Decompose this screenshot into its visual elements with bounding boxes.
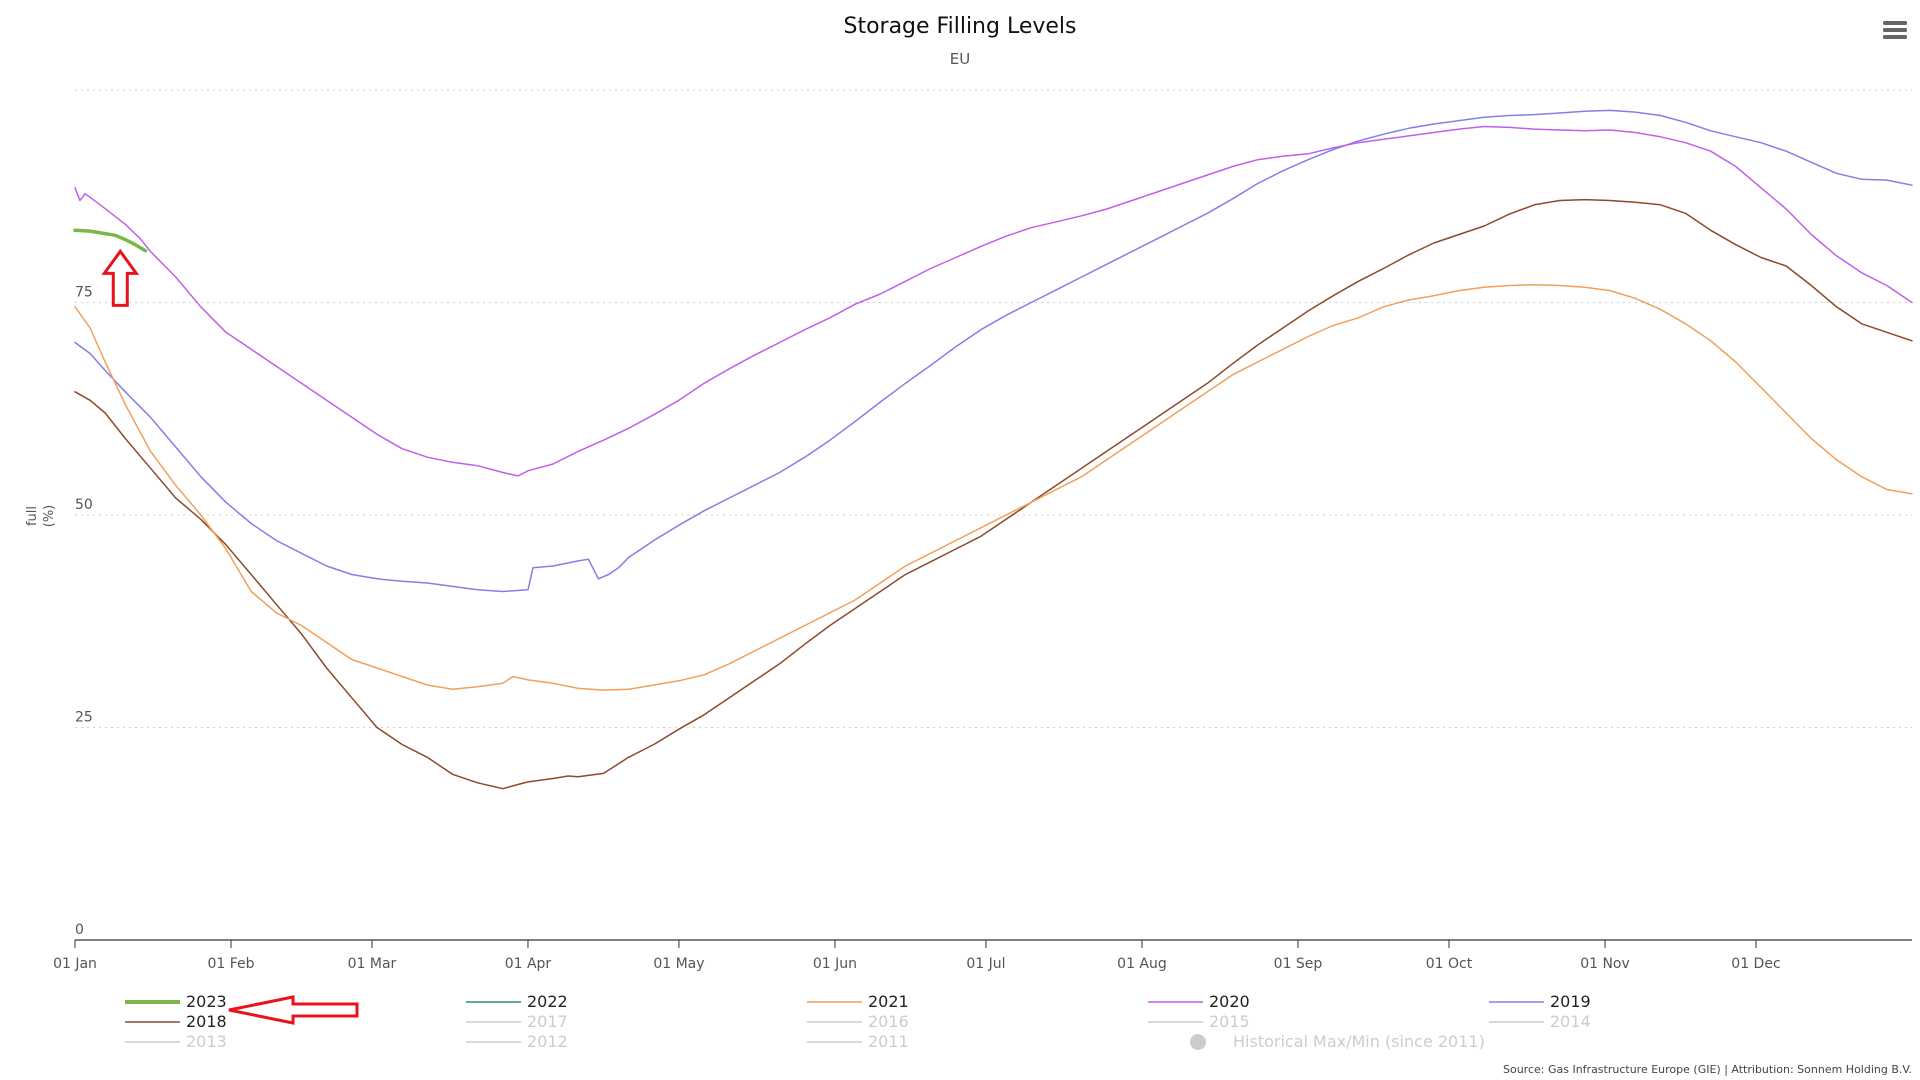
x-tick-label: 01 Oct — [1426, 956, 1473, 972]
x-tick-label: 01 Jun — [813, 956, 857, 972]
legend-item-historical-max-min-since-2011-[interactable]: Historical Max/Min (since 2011) — [1190, 1032, 1485, 1051]
legend-item-2018[interactable]: 2018 — [125, 1012, 227, 1031]
red-arrow-up-annotation — [101, 248, 140, 307]
x-tick-label: 01 Apr — [505, 956, 552, 972]
y-axis-title-line1: full — [25, 506, 40, 526]
series-line-2021[interactable] — [74, 283, 1913, 691]
legend-symbol-circle — [1190, 1034, 1206, 1050]
series-line-2018[interactable] — [74, 198, 1913, 790]
legend-item-2012[interactable]: 2012 — [466, 1032, 568, 1051]
legend-label: 2014 — [1550, 1012, 1591, 1031]
series-line-2019[interactable] — [74, 109, 1913, 593]
legend-label: 2015 — [1209, 1012, 1250, 1031]
legend: 2023 2022 2021 2020 2019 2018 2017 2016 2015 2014… — [125, 992, 1591, 1051]
legend-label: 2017 — [527, 1012, 568, 1031]
legend-label: 2023 — [186, 992, 227, 1011]
legend-item-2021[interactable]: 2021 — [807, 992, 909, 1011]
legend-item-2013[interactable]: 2013 — [125, 1032, 227, 1051]
x-tick-label: 01 Sep — [1274, 956, 1323, 972]
x-tick-label: 01 Aug — [1117, 956, 1167, 972]
y-tick-label: 0 — [75, 922, 84, 938]
legend-label: 2013 — [186, 1032, 227, 1051]
y-axis-ticks: 0 25 50 75 — [75, 285, 93, 939]
credits-text: Source: Gas Infrastructure Europe (GIE) … — [1503, 1063, 1912, 1076]
y-tick-label: 75 — [75, 285, 93, 301]
gridlines — [75, 89, 1912, 728]
legend-item-2020[interactable]: 2020 — [1148, 992, 1250, 1011]
legend-label: 2018 — [186, 1012, 227, 1031]
legend-label: 2022 — [527, 992, 568, 1011]
chart-title: Storage Filling Levels — [843, 14, 1076, 39]
x-tick-label: 01 May — [653, 956, 704, 972]
legend-item-2019[interactable]: 2019 — [1489, 992, 1591, 1011]
legend-label: Historical Max/Min (since 2011) — [1233, 1032, 1485, 1051]
legend-label: 2012 — [527, 1032, 568, 1051]
legend-label: 2011 — [868, 1032, 909, 1051]
x-tick-label: 01 Feb — [207, 956, 254, 972]
x-tick-label: 01 Nov — [1580, 956, 1630, 972]
legend-item-2014[interactable]: 2014 — [1489, 1012, 1591, 1031]
legend-label: 2019 — [1550, 992, 1591, 1011]
series-line-2020[interactable] — [74, 125, 1913, 477]
legend-item-2016[interactable]: 2016 — [807, 1012, 909, 1031]
hamburger-menu-icon[interactable] — [1878, 15, 1914, 45]
legend-item-2011[interactable]: 2011 — [807, 1032, 909, 1051]
y-axis-title-line2: (%) — [42, 505, 57, 528]
series-line-2023[interactable] — [73, 228, 148, 253]
legend-item-2015[interactable]: 2015 — [1148, 1012, 1250, 1031]
legend-item-2023[interactable]: 2023 — [125, 992, 227, 1011]
series-lines — [73, 109, 1913, 790]
y-axis-title: full (%) — [25, 505, 57, 528]
y-tick-label: 50 — [75, 497, 93, 513]
x-axis-ticks: 01 Jan 01 Feb 01 Mar 01 Apr 01 May 01 Jun 01 J… — [53, 939, 1912, 972]
annotations — [101, 248, 359, 1025]
chart-subtitle: EU — [950, 50, 970, 68]
legend-item-2017[interactable]: 2017 — [466, 1012, 568, 1031]
x-tick-label: 01 Jan — [53, 956, 97, 972]
y-tick-label: 25 — [75, 710, 93, 726]
red-arrow-left-annotation — [228, 995, 359, 1025]
x-tick-label: 01 Jul — [966, 956, 1005, 972]
legend-label: 2016 — [868, 1012, 909, 1031]
x-tick-label: 01 Mar — [348, 956, 397, 972]
legend-label: 2020 — [1209, 992, 1250, 1011]
x-tick-label: 01 Dec — [1731, 956, 1780, 972]
legend-item-2022[interactable]: 2022 — [466, 992, 568, 1011]
legend-label: 2021 — [868, 992, 909, 1011]
